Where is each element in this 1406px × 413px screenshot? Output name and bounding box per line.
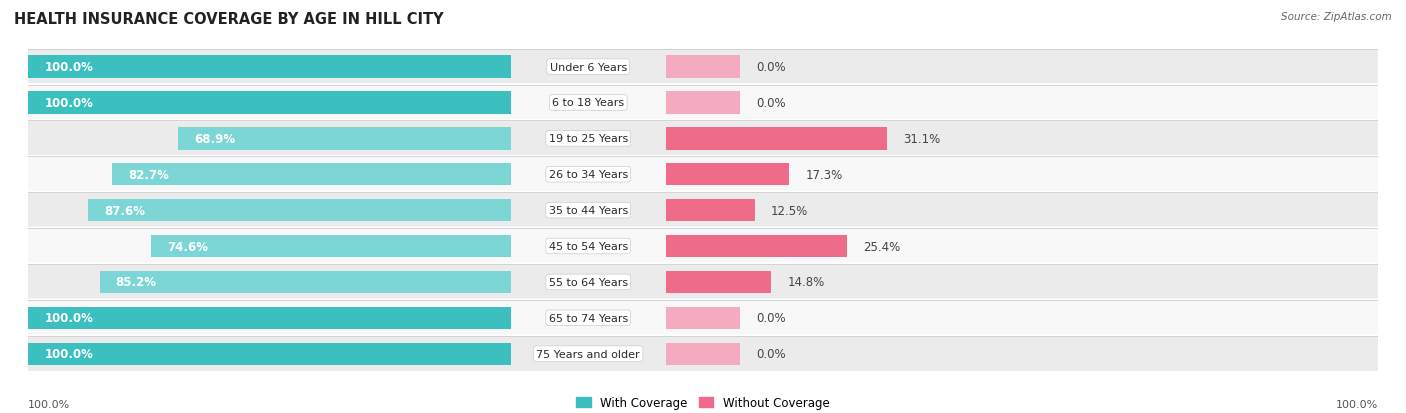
Bar <box>666 307 740 329</box>
FancyBboxPatch shape <box>14 192 1392 229</box>
FancyBboxPatch shape <box>14 49 1392 86</box>
Text: 85.2%: 85.2% <box>115 276 156 289</box>
Text: 17.3%: 17.3% <box>806 169 842 181</box>
Text: 82.7%: 82.7% <box>128 169 169 181</box>
Bar <box>666 56 740 78</box>
Text: 25.4%: 25.4% <box>863 240 900 253</box>
Bar <box>666 235 846 258</box>
Text: 100.0%: 100.0% <box>1336 399 1378 409</box>
Text: 0.0%: 0.0% <box>756 97 786 110</box>
FancyBboxPatch shape <box>14 228 1392 265</box>
Bar <box>28 92 510 114</box>
Text: 75 Years and older: 75 Years and older <box>537 349 640 359</box>
Text: 26 to 34 Years: 26 to 34 Years <box>548 170 628 180</box>
Text: 55 to 64 Years: 55 to 64 Years <box>548 277 628 287</box>
Text: Source: ZipAtlas.com: Source: ZipAtlas.com <box>1281 12 1392 22</box>
Legend: With Coverage, Without Coverage: With Coverage, Without Coverage <box>572 392 834 413</box>
Text: 35 to 44 Years: 35 to 44 Years <box>548 206 628 216</box>
Text: 74.6%: 74.6% <box>167 240 208 253</box>
FancyBboxPatch shape <box>14 335 1392 372</box>
Text: 0.0%: 0.0% <box>756 311 786 325</box>
Bar <box>28 343 510 365</box>
Text: 12.5%: 12.5% <box>770 204 808 217</box>
FancyBboxPatch shape <box>14 300 1392 336</box>
Text: 100.0%: 100.0% <box>28 399 70 409</box>
Text: 87.6%: 87.6% <box>104 204 145 217</box>
FancyBboxPatch shape <box>14 157 1392 193</box>
Bar <box>666 343 740 365</box>
Text: 100.0%: 100.0% <box>45 61 93 74</box>
Text: 45 to 54 Years: 45 to 54 Years <box>548 242 628 252</box>
Text: 68.9%: 68.9% <box>194 133 236 145</box>
Text: 65 to 74 Years: 65 to 74 Years <box>548 313 628 323</box>
Bar <box>150 235 510 258</box>
FancyBboxPatch shape <box>14 121 1392 157</box>
Text: 0.0%: 0.0% <box>756 347 786 360</box>
Bar <box>666 128 887 150</box>
Text: 19 to 25 Years: 19 to 25 Years <box>548 134 628 144</box>
FancyBboxPatch shape <box>14 264 1392 301</box>
Text: Under 6 Years: Under 6 Years <box>550 62 627 72</box>
Bar <box>111 164 510 186</box>
Text: 0.0%: 0.0% <box>756 61 786 74</box>
Bar <box>28 56 510 78</box>
Bar <box>666 164 789 186</box>
Bar <box>666 199 755 222</box>
Text: 6 to 18 Years: 6 to 18 Years <box>553 98 624 108</box>
Bar <box>666 271 772 293</box>
Bar <box>100 271 510 293</box>
Text: HEALTH INSURANCE COVERAGE BY AGE IN HILL CITY: HEALTH INSURANCE COVERAGE BY AGE IN HILL… <box>14 12 444 27</box>
FancyBboxPatch shape <box>14 85 1392 121</box>
Bar <box>89 199 510 222</box>
Text: 31.1%: 31.1% <box>904 133 941 145</box>
Bar <box>179 128 510 150</box>
Bar <box>666 92 740 114</box>
Text: 14.8%: 14.8% <box>787 276 825 289</box>
Text: 100.0%: 100.0% <box>45 347 93 360</box>
Text: 100.0%: 100.0% <box>45 311 93 325</box>
Bar <box>28 307 510 329</box>
Text: 100.0%: 100.0% <box>45 97 93 110</box>
